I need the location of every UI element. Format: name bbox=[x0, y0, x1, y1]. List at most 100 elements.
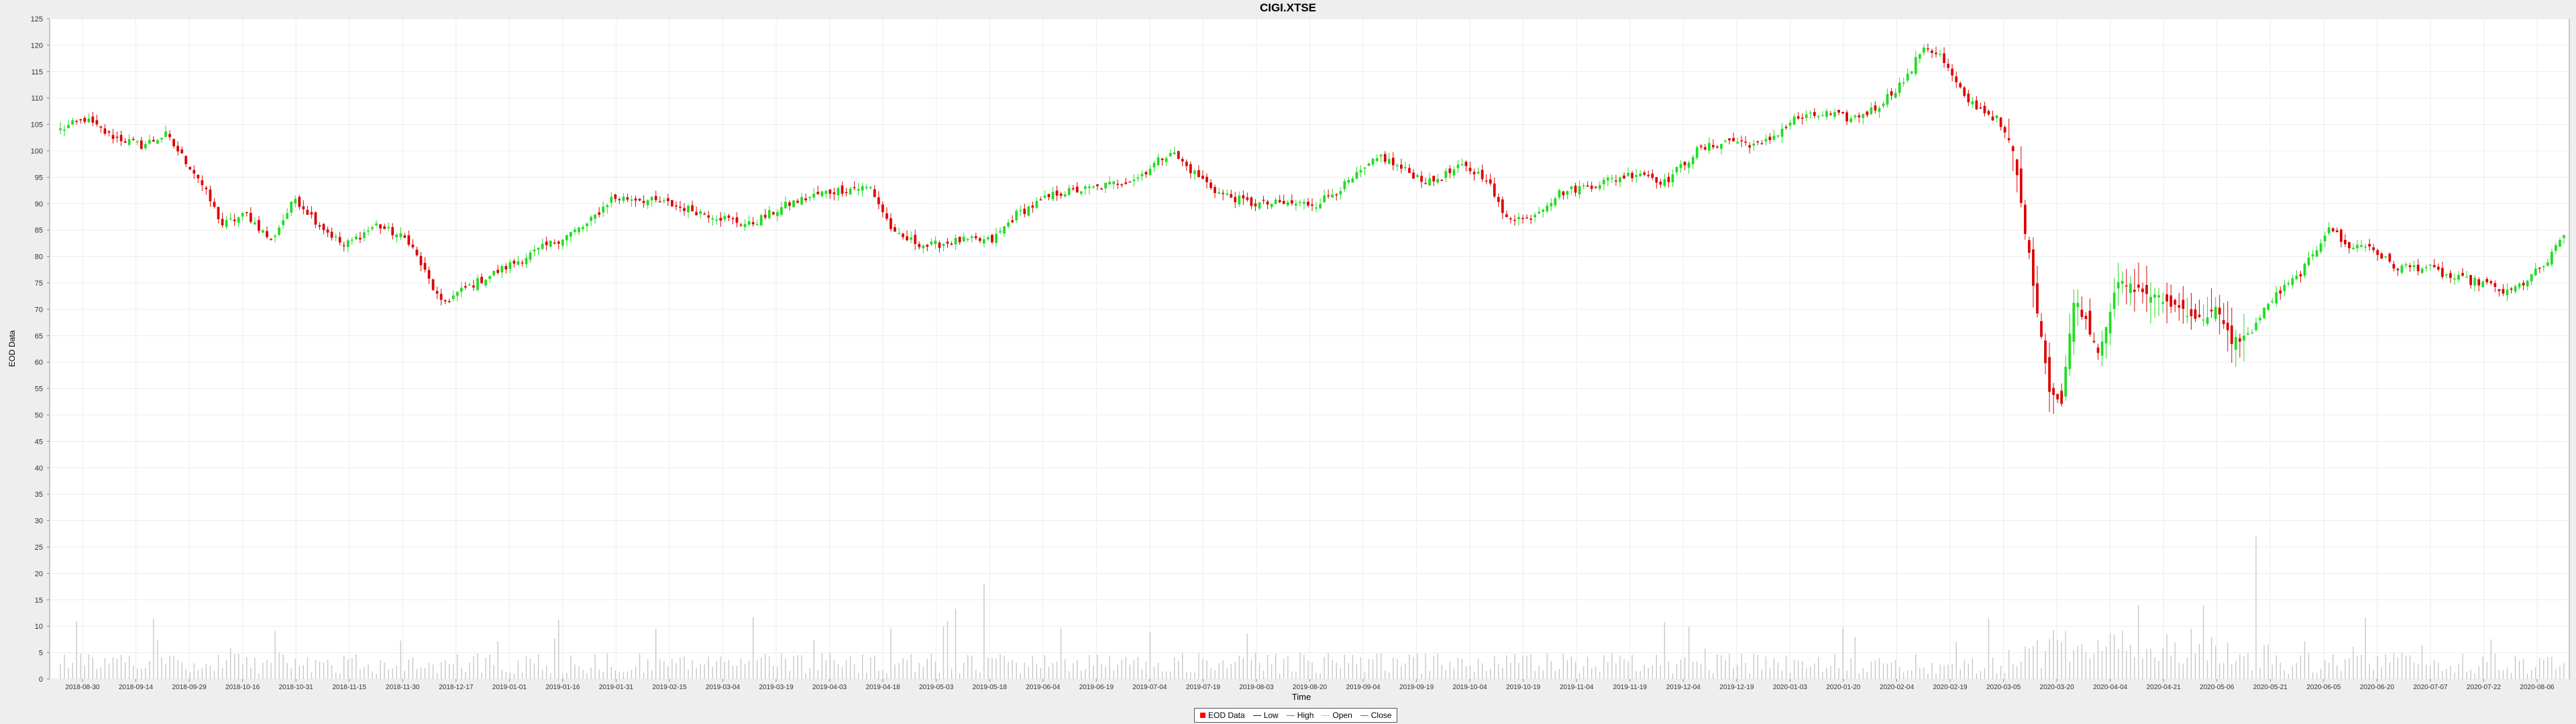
candle-body bbox=[2165, 294, 2169, 302]
candle-body bbox=[71, 120, 74, 125]
candle-body bbox=[804, 198, 808, 200]
candle-body bbox=[578, 227, 580, 233]
candle-body bbox=[2011, 146, 2015, 152]
candle-body bbox=[270, 239, 272, 240]
candle-body bbox=[1274, 199, 1277, 204]
volume-bar bbox=[1190, 672, 1191, 679]
candle-body bbox=[792, 200, 795, 207]
candle-body bbox=[1303, 202, 1305, 204]
candle-body bbox=[1505, 214, 1508, 217]
volume-bar bbox=[331, 665, 333, 679]
candle-body bbox=[2230, 325, 2233, 345]
volume-bar bbox=[2470, 670, 2471, 679]
candle-body bbox=[111, 135, 115, 139]
candle-body bbox=[2194, 309, 2197, 319]
candle-body bbox=[2481, 281, 2485, 288]
volume-bar bbox=[217, 654, 219, 679]
volume-bar bbox=[1291, 671, 1293, 679]
volume-bar bbox=[2547, 656, 2548, 679]
volume-bar bbox=[335, 672, 337, 679]
volume-bar bbox=[574, 664, 576, 679]
candle-body bbox=[1270, 204, 1273, 207]
volume-bar bbox=[1518, 663, 1519, 679]
volume-bar bbox=[841, 667, 843, 679]
candle-body bbox=[2234, 337, 2237, 350]
candle-body bbox=[1067, 188, 1071, 195]
volume-bar bbox=[663, 661, 665, 679]
candle-body bbox=[865, 186, 868, 188]
volume-bar bbox=[1198, 653, 1199, 679]
candle-body bbox=[767, 210, 771, 219]
candle-body bbox=[1525, 217, 1528, 219]
candle-body bbox=[1083, 186, 1087, 189]
legend-line-icon bbox=[1322, 715, 1330, 716]
candle-body bbox=[1635, 175, 1638, 177]
volume-bar bbox=[882, 670, 883, 679]
volume-bar bbox=[2328, 662, 2330, 679]
volume-bar bbox=[461, 668, 462, 679]
candle-body bbox=[180, 149, 184, 154]
candle-body bbox=[1837, 109, 1840, 113]
candle-body bbox=[103, 128, 107, 134]
candle-body bbox=[1104, 182, 1107, 188]
candle-body bbox=[723, 216, 727, 220]
volume-bar bbox=[473, 656, 474, 679]
volume-bar bbox=[1980, 671, 1982, 679]
candle-body bbox=[1740, 140, 1743, 141]
candle-body bbox=[2190, 309, 2193, 316]
candle-body bbox=[2060, 390, 2063, 404]
x-tick-label: 2019-10-04 bbox=[1453, 684, 1488, 691]
legend: EOD Data Low High Open Close bbox=[1194, 708, 1398, 723]
candle-body bbox=[1975, 100, 1978, 110]
candle-body bbox=[1675, 167, 1678, 172]
candle-body bbox=[152, 139, 155, 141]
candle-body bbox=[193, 170, 196, 174]
candle-body bbox=[1210, 182, 1212, 188]
volume-bar bbox=[1566, 660, 1568, 679]
candle-body bbox=[326, 229, 329, 233]
y-axis: 0 5 10 15 20 25 30 35 40 45 50 55 60 65 70 75 80 85 90 95 10… bbox=[31, 15, 50, 684]
y-tick-label: 95 bbox=[35, 174, 43, 182]
volume-bar bbox=[493, 665, 494, 679]
volume-bar bbox=[2324, 660, 2326, 679]
legend-line-icon bbox=[1252, 715, 1261, 716]
candle-body bbox=[205, 187, 208, 190]
volume-bar bbox=[2231, 664, 2233, 679]
volume-bar bbox=[1797, 660, 1799, 679]
volume-bar bbox=[1935, 673, 1937, 679]
candle-body bbox=[1870, 107, 1873, 115]
candle-body bbox=[375, 223, 378, 225]
candle-body bbox=[1951, 68, 1954, 76]
candle-body bbox=[1246, 197, 1249, 200]
y-tick-label: 35 bbox=[35, 491, 43, 499]
candle-body bbox=[828, 189, 832, 194]
candle-body bbox=[1408, 168, 1411, 173]
volume-bar bbox=[914, 671, 916, 679]
candle-body bbox=[2129, 284, 2132, 294]
volume-bar bbox=[286, 663, 288, 679]
volume-bar bbox=[1226, 668, 1228, 679]
candle-body bbox=[1019, 210, 1022, 211]
candle-body bbox=[75, 121, 78, 122]
candle-body bbox=[1218, 192, 1220, 194]
volume-bar bbox=[2210, 637, 2212, 679]
candle-body bbox=[1752, 143, 1756, 146]
candle-body bbox=[646, 200, 649, 206]
volume-bar bbox=[1951, 664, 1953, 679]
candle-body bbox=[885, 213, 888, 219]
candle-body bbox=[2396, 269, 2400, 271]
candle-body bbox=[1230, 194, 1233, 198]
candle-body bbox=[1619, 177, 1621, 183]
candle-body bbox=[1902, 82, 1905, 84]
volume-bar bbox=[647, 659, 649, 679]
y-tick-label: 85 bbox=[35, 227, 43, 235]
volume-bar bbox=[2267, 644, 2269, 679]
x-tick-label: 2020-05-06 bbox=[2200, 684, 2235, 691]
candle-body bbox=[602, 206, 605, 213]
candle-body bbox=[2116, 282, 2120, 289]
volume-bar bbox=[2442, 670, 2443, 679]
volume-bar bbox=[910, 654, 912, 679]
candle-body bbox=[1096, 184, 1099, 186]
volume-bar bbox=[477, 653, 478, 679]
volume-bar bbox=[1866, 672, 1868, 679]
